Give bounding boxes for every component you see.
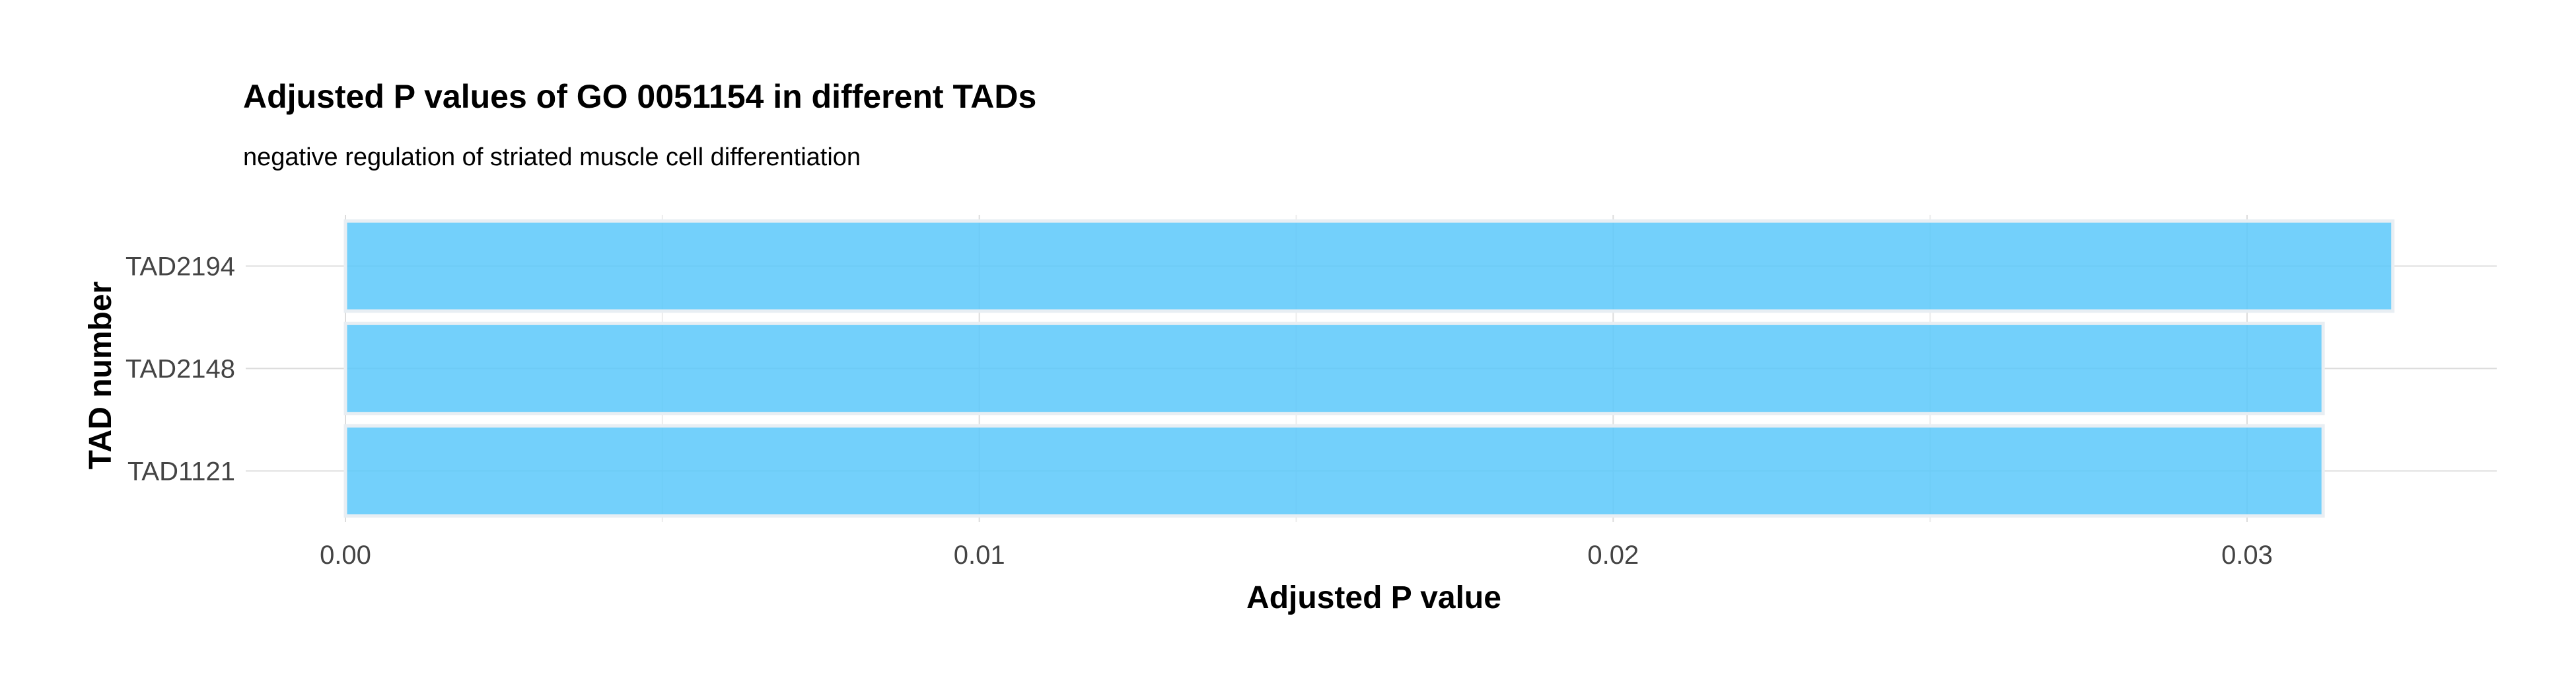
chart-title: Adjusted P values of GO 0051154 in diffe… [243,78,1036,115]
y-tick-label: TAD1121 [127,457,235,486]
bar-tad2148 [343,321,2325,416]
x-tick-label: 0.02 [1587,541,1639,570]
x-tick-label: 0.00 [320,541,371,570]
y-tick-label: TAD2194 [125,252,235,282]
y-axis-title: TAD number [83,282,118,469]
x-tick-label: 0.01 [954,541,1005,570]
x-tick-labels: 0.00 0.01 0.02 0.03 [320,541,2273,570]
x-tick-label: 0.03 [2221,541,2273,570]
bars [343,219,2395,518]
y-tick-labels: TAD2194 TAD2148 TAD1121 [125,252,235,486]
x-axis-title: Adjusted P value [1246,580,1501,615]
chart-subtitle: negative regulation of striated muscle c… [243,143,861,171]
bar-tad2194 [343,219,2395,313]
y-tick-label: TAD2148 [125,355,235,384]
bar-tad1121 [343,424,2325,518]
